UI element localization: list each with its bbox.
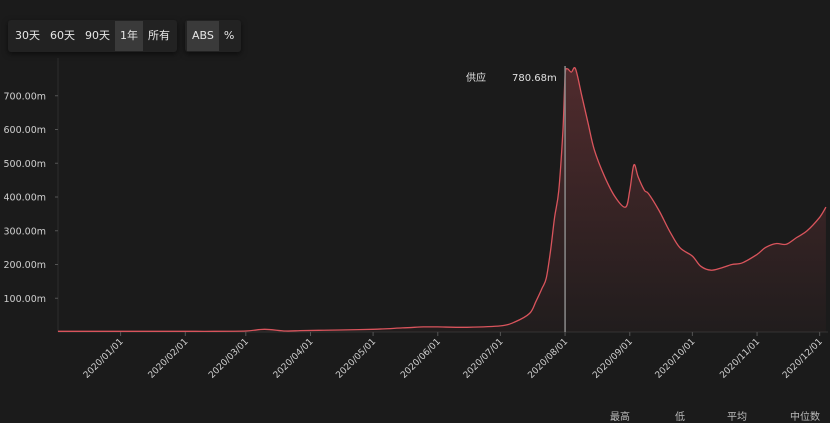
supply-line [58,66,827,332]
tooltip-label: 供应 [466,71,486,84]
x-tick-label: 2020/05/01 [334,337,378,381]
x-tick-label: 2020/03/01 [207,337,251,381]
x-tick-label: 2020/12/01 [781,337,825,381]
x-tick-label: 2020/09/01 [591,337,635,381]
range-30d-button[interactable]: 30天 [15,29,40,42]
x-tick-label: 2020/01/01 [82,337,126,381]
range-1y-button[interactable]: 1年 [115,21,143,51]
x-tick-label: 2020/04/01 [272,337,316,381]
range-90d-button[interactable]: 90天 [85,29,110,42]
x-axis: 2020/01/01 2020/02/01 2020/03/01 2020/04/01… [82,332,825,381]
y-tick-label: 300.00m [4,226,47,237]
mode-abs-button[interactable]: ABS [187,21,219,51]
x-tick-label: 2020/11/01 [718,337,762,381]
y-tick-label: 600.00m [4,125,47,136]
x-tick-label: 2020/08/01 [526,337,570,381]
x-tick-label: 2020/10/01 [654,337,698,381]
y-tick-label: 100.00m [4,294,47,305]
y-tick-label: 400.00m [4,193,47,204]
supply-area [58,67,826,332]
x-tick-label: 2020/06/01 [399,337,443,381]
toolbar: 30天 60天 90天 1年 所有 ABS % [8,20,242,52]
range-button-group: 30天 60天 90天 1年 所有 [8,20,177,52]
range-all-button[interactable]: 所有 [148,29,170,42]
mode-percent-button[interactable]: % [223,29,235,42]
x-tick-label: 2020/07/01 [462,337,506,381]
range-60d-button[interactable]: 60天 [50,29,75,42]
y-tick-label: 500.00m [4,159,47,170]
x-tick-label: 2020/02/01 [147,337,191,381]
y-axis: 100.00m 200.00m 300.00m 400.00m 500.00m 600.0… [4,91,58,305]
stats-legend: 最高 低 平均 中位数 [0,408,830,423]
area-layer [58,66,827,332]
y-tick-label: 200.00m [4,260,47,271]
tooltip-value: 780.68m [512,73,557,84]
y-tick-label: 700.00m [4,91,47,102]
mode-button-group: ABS % [185,20,242,52]
